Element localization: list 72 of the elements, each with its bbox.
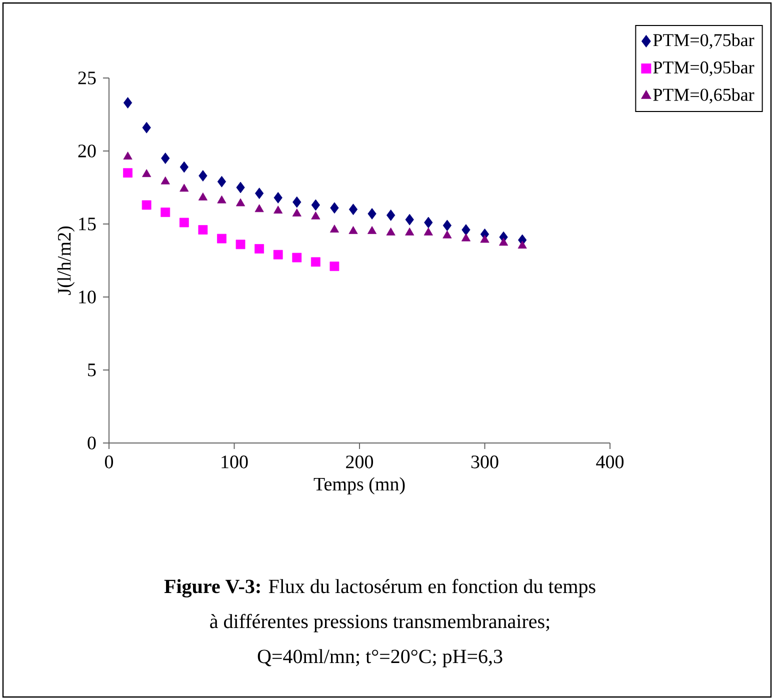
point bbox=[198, 225, 208, 235]
point bbox=[424, 228, 433, 236]
point bbox=[160, 176, 170, 184]
point bbox=[274, 192, 282, 204]
x-tick-label: 100 bbox=[222, 456, 248, 468]
point bbox=[160, 208, 170, 218]
point bbox=[142, 200, 152, 210]
text: à différentes pressions transmembranaires; bbox=[210, 614, 550, 632]
point bbox=[368, 208, 376, 220]
point bbox=[142, 122, 151, 134]
y-tick-label: 15 bbox=[79, 218, 96, 230]
x-axis-title: Temps (mn) bbox=[314, 477, 405, 494]
point bbox=[348, 204, 358, 216]
point bbox=[217, 176, 226, 188]
point bbox=[217, 234, 226, 244]
point bbox=[330, 262, 340, 272]
point bbox=[330, 224, 339, 233]
point bbox=[518, 240, 527, 249]
text: Q=40ml/mn; t°=20°C; pH=6,3 bbox=[258, 649, 502, 668]
y-axis-title: J(l/h/m2) bbox=[57, 226, 75, 295]
y-tick-label: 0 bbox=[88, 436, 96, 450]
y-tick-label: 20 bbox=[78, 144, 96, 158]
legend-label: PTM=0,95bar bbox=[653, 60, 754, 76]
point bbox=[330, 202, 339, 214]
point bbox=[161, 152, 170, 164]
point bbox=[311, 211, 320, 220]
point bbox=[123, 97, 132, 109]
point bbox=[236, 182, 245, 194]
point bbox=[405, 228, 414, 236]
point bbox=[180, 184, 189, 192]
legend-label: PTM=0,75bar bbox=[653, 34, 754, 49]
point bbox=[462, 224, 470, 236]
y-tick-label: 25 bbox=[78, 72, 96, 84]
point bbox=[142, 169, 152, 178]
point bbox=[180, 161, 188, 173]
y-tick-label: 10 bbox=[79, 290, 96, 304]
point bbox=[424, 216, 433, 228]
x-tick-label: 0 bbox=[104, 456, 114, 468]
point bbox=[386, 210, 396, 221]
point bbox=[386, 228, 396, 236]
point bbox=[348, 226, 358, 234]
point bbox=[499, 238, 508, 246]
point bbox=[254, 204, 264, 212]
point bbox=[254, 188, 264, 200]
x-tick-label: 300 bbox=[471, 456, 498, 468]
point bbox=[123, 168, 132, 178]
point bbox=[217, 195, 226, 204]
point bbox=[292, 252, 302, 262]
x-tick-label: 200 bbox=[346, 456, 374, 468]
point bbox=[442, 230, 452, 238]
text: Figure V-3: Flux du lactosérum en fonction du temps bbox=[164, 578, 596, 598]
point bbox=[198, 192, 208, 200]
point bbox=[292, 208, 302, 216]
point bbox=[461, 233, 470, 242]
x-tick-label: 400 bbox=[596, 456, 624, 468]
point bbox=[442, 220, 452, 232]
point bbox=[405, 214, 414, 226]
point bbox=[273, 250, 283, 260]
point bbox=[198, 170, 208, 182]
point bbox=[236, 240, 246, 250]
point bbox=[236, 198, 246, 206]
point bbox=[179, 218, 189, 228]
point bbox=[123, 152, 132, 160]
point bbox=[254, 244, 264, 254]
point bbox=[368, 226, 377, 234]
legend-label: PTM=0,65bar bbox=[653, 88, 754, 104]
point bbox=[310, 257, 320, 267]
point bbox=[480, 234, 490, 243]
point bbox=[311, 199, 320, 211]
y-tick-label: 5 bbox=[88, 364, 96, 376]
point bbox=[274, 206, 283, 214]
point bbox=[292, 196, 302, 208]
